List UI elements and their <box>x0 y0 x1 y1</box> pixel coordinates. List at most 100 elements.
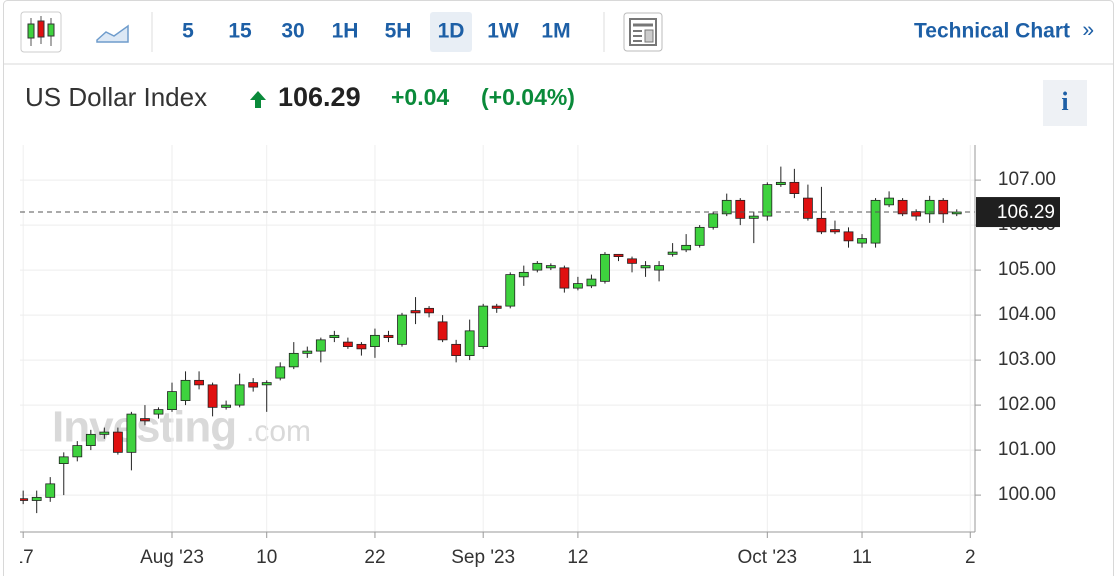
link-arrow[interactable]: » <box>1082 19 1094 42</box>
y-tick-label: 100.00 <box>998 484 1056 505</box>
candle-body <box>654 265 664 271</box>
candle-body <box>31 496 42 501</box>
info-button[interactable] <box>1043 80 1087 126</box>
interval-button[interactable]: 5H <box>385 20 412 43</box>
candle-body <box>708 213 719 228</box>
candle-body <box>600 253 610 282</box>
candle-body <box>221 404 232 408</box>
x-tick-label: 17 <box>13 547 34 568</box>
candle-body <box>356 343 367 350</box>
last-price-badge-label: 106.29 <box>997 202 1055 223</box>
candle-body <box>370 334 380 348</box>
candle-body <box>721 199 732 215</box>
candle-body <box>342 341 353 348</box>
watermark: Investing <box>52 403 236 452</box>
candle-body <box>573 283 583 289</box>
candle-body <box>248 382 259 388</box>
interval-button[interactable]: 1W <box>487 20 519 43</box>
candle-body <box>884 197 894 206</box>
candle-body <box>924 199 935 215</box>
candle-body <box>72 445 83 458</box>
candle-body <box>897 199 908 215</box>
interval-button[interactable]: 1M <box>541 20 570 43</box>
candle-body <box>681 244 692 251</box>
candle-body <box>180 379 191 402</box>
y-tick-label: 105.00 <box>998 259 1056 280</box>
x-tick-label: 11 <box>852 547 872 568</box>
candle-body <box>640 265 651 269</box>
candle-body <box>410 310 421 314</box>
x-tick-label: Aug '23 <box>140 547 204 568</box>
candle-body <box>518 271 529 278</box>
interval-active-bg[interactable] <box>430 12 472 52</box>
interval-button[interactable]: 1D <box>438 20 465 43</box>
candle-body <box>288 352 299 368</box>
interval-button[interactable]: 15 <box>228 20 252 43</box>
y-tick-label: 101.00 <box>998 439 1056 460</box>
x-tick-label: 22 <box>364 547 385 568</box>
interval-button[interactable]: 30 <box>281 20 304 43</box>
candle-body <box>545 265 556 269</box>
candle-body <box>85 433 96 447</box>
candle-body <box>613 253 624 258</box>
candle-body <box>302 350 313 354</box>
candle-icon[interactable] <box>20 11 62 53</box>
candle-body <box>491 305 502 309</box>
x-tick-label: Sep '23 <box>451 547 515 568</box>
up-arrow <box>250 91 266 108</box>
candle-body <box>451 343 462 357</box>
candle-body <box>843 231 854 242</box>
plot: Investing .com 17 Aug '23 10 22 Sep '23 12 Oct '… <box>13 145 976 568</box>
candle-body <box>234 384 245 406</box>
candle-body <box>762 184 773 217</box>
candle-body <box>464 330 475 357</box>
candle-body <box>126 413 137 453</box>
candle-body <box>911 211 922 217</box>
candle-body <box>275 366 286 379</box>
interval-button[interactable]: 5 <box>182 20 194 43</box>
candle-body <box>99 431 110 435</box>
candle-body <box>20 498 29 501</box>
candle-body <box>627 258 637 264</box>
candle-body <box>748 215 759 219</box>
candle-body <box>830 229 840 233</box>
technical-chart-link[interactable]: Technical Chart <box>914 20 1070 43</box>
last-price-badge <box>976 197 1060 228</box>
frame <box>3 0 1114 576</box>
candle-body <box>586 278 597 287</box>
candle-body <box>478 305 489 348</box>
x-tick-label: Oct '23 <box>738 547 798 568</box>
y-tick-label: 104.00 <box>998 304 1056 325</box>
candle-body <box>667 251 678 255</box>
instrument-name: US Dollar Index <box>25 82 207 112</box>
y-tick-label: 107.00 <box>998 169 1056 190</box>
candle-body <box>938 199 949 215</box>
candle-body <box>816 217 827 233</box>
candle-body <box>261 382 272 386</box>
y-tick-label: 103.00 <box>998 349 1056 370</box>
info-label[interactable]: i <box>1061 87 1068 116</box>
axes: 100.00 101.00 102.00 103.00 104.00 105.00 106.… <box>20 145 1060 533</box>
x-tick-label: 2 <box>965 547 976 568</box>
candle-body <box>315 339 326 352</box>
candle-body <box>153 409 164 415</box>
candle-body <box>803 197 813 219</box>
candle-body <box>329 334 340 339</box>
interval-button[interactable]: 1H <box>332 20 359 43</box>
candle-body <box>424 307 434 314</box>
candle-body <box>112 431 123 453</box>
candle-body <box>559 267 570 289</box>
candle-body <box>140 418 150 422</box>
candle-body <box>207 384 218 408</box>
news-icon[interactable] <box>623 12 663 52</box>
line-icon[interactable] <box>96 24 129 43</box>
candle-body <box>167 391 177 411</box>
price-change: +0.04 <box>391 84 449 110</box>
candle-body <box>58 456 69 465</box>
candle-body <box>857 238 867 244</box>
candle-body <box>775 181 786 186</box>
candle-body <box>397 314 407 345</box>
candle-body <box>532 262 543 271</box>
x-tick-label: 12 <box>567 547 588 568</box>
